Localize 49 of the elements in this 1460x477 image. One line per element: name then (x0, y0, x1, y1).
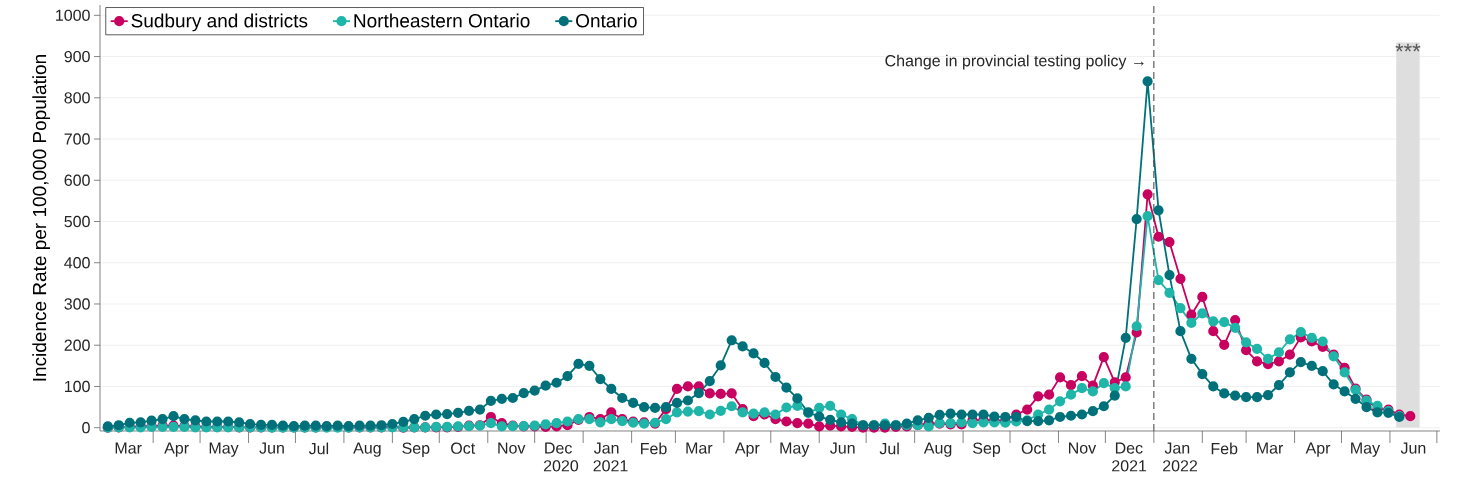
x-tick-label: Jun (1400, 442, 1426, 454)
ref-line-label: Change in provincial testing policy → (885, 54, 1144, 70)
x-tick-label: Aug (923, 442, 952, 457)
x-tick-label: Apr (1305, 442, 1331, 457)
y-axis-title: Incidence Rate per 100,000 Population (32, 55, 50, 381)
x-tick-label: May (1351, 442, 1381, 457)
x-tick-label: Oct (1021, 442, 1046, 454)
y-tick-label: 700 (64, 133, 90, 145)
y-tick-label: 0 (82, 422, 90, 434)
legend-label: Northeastern Ontario (354, 13, 530, 28)
x-tick-label: Apr (734, 442, 760, 457)
x-tick-label: Nov (1069, 442, 1097, 454)
x-tick-label: Aug (353, 442, 381, 457)
y-tick-label: 1000 (56, 9, 90, 21)
text: 2021 (1112, 460, 1147, 472)
y-tick-label: 400 (64, 257, 90, 269)
legend-label: Sudbury and districts (131, 13, 308, 32)
x-tick-label: Dec (545, 442, 572, 454)
x-tick-label: Jul (308, 442, 329, 455)
x-tick-label: Jan (593, 442, 619, 454)
y-tick-label: 300 (64, 298, 90, 310)
x-tick-label: Jul (879, 442, 899, 455)
x-tick-label: Mar (686, 442, 713, 454)
x-tick-label: Mar (1257, 442, 1284, 454)
x-tick-label: Jun (259, 442, 284, 454)
band-label: *** (1395, 43, 1421, 52)
y-tick-label: 200 (64, 339, 90, 351)
x-tick-label: Feb (1211, 442, 1238, 455)
x-tick-label: Feb (641, 442, 667, 455)
legend-label: Ontario (576, 13, 637, 28)
x-tick-label: May (209, 442, 239, 457)
y-tick-label: 100 (65, 380, 90, 393)
x-tick-label: Nov (498, 442, 526, 454)
text: 2022 (1163, 460, 1198, 472)
x-tick-label: May (780, 442, 810, 457)
y-tick-label: 600 (64, 174, 90, 186)
x-tick-label: Sep (973, 442, 1001, 458)
text: 2020 (543, 460, 579, 472)
x-tick-label: Dec (1115, 442, 1143, 454)
y-tick-label: 500 (64, 215, 90, 228)
text: 2021 (593, 460, 628, 472)
x-tick-label: Mar (115, 442, 142, 454)
x-tick-label: Jun (830, 442, 855, 454)
y-tick-label: 900 (64, 50, 90, 63)
y-tick-label: 800 (64, 92, 90, 104)
x-tick-label: Sep (402, 442, 430, 458)
x-tick-label: Oct (451, 442, 476, 454)
x-tick-label: Jan (1164, 442, 1190, 454)
x-tick-label: Apr (164, 442, 189, 457)
